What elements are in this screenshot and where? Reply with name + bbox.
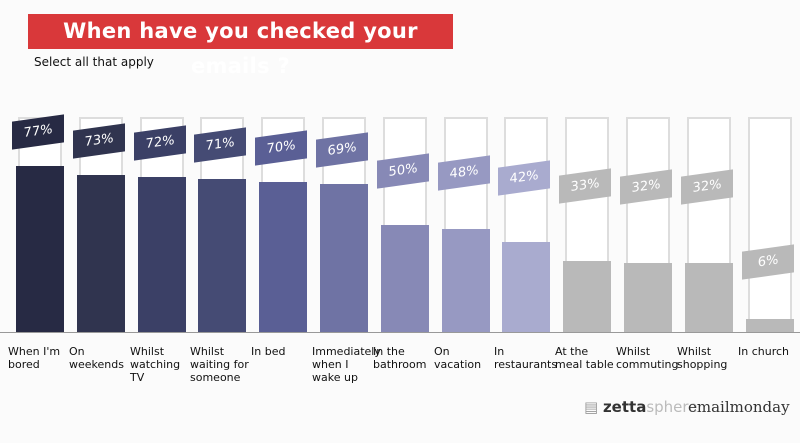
category-label: When I'm bored — [8, 345, 61, 371]
category-label: Whilst waiting for someone — [190, 345, 249, 384]
category-label: Immediately when I wake up — [312, 345, 381, 384]
bar — [16, 166, 64, 332]
category-label: On vacation — [434, 345, 482, 371]
bar — [198, 179, 246, 332]
bar — [320, 183, 368, 332]
bar — [138, 177, 186, 332]
category-label: In bed — [251, 345, 286, 358]
bar — [381, 224, 429, 332]
bar — [259, 181, 307, 332]
category-label: Whilst shopping — [677, 345, 728, 371]
category-label: In restaurants — [494, 345, 558, 371]
chart-subtitle: Select all that apply — [34, 55, 154, 69]
bar-track — [748, 117, 792, 332]
bar — [442, 228, 490, 332]
bar — [502, 241, 550, 332]
category-label: On weekends — [69, 345, 124, 371]
zettasphere-logo: ▤ zettasphere — [584, 398, 698, 416]
category-label: Whilst watching TV — [130, 345, 181, 384]
category-label: At the meal table — [555, 345, 614, 371]
category-label: In the bathroom — [373, 345, 427, 371]
bar — [563, 261, 611, 332]
bar — [685, 263, 733, 332]
chart-title: When have you checked your emails ? — [28, 14, 453, 78]
category-label: In church — [738, 345, 790, 358]
bar — [624, 263, 672, 332]
category-label: Whilst commuting — [616, 345, 679, 371]
bar — [746, 319, 794, 332]
emailmonday-logo: emailmonday — [688, 398, 790, 416]
baseline — [0, 332, 800, 333]
bar — [77, 175, 125, 332]
